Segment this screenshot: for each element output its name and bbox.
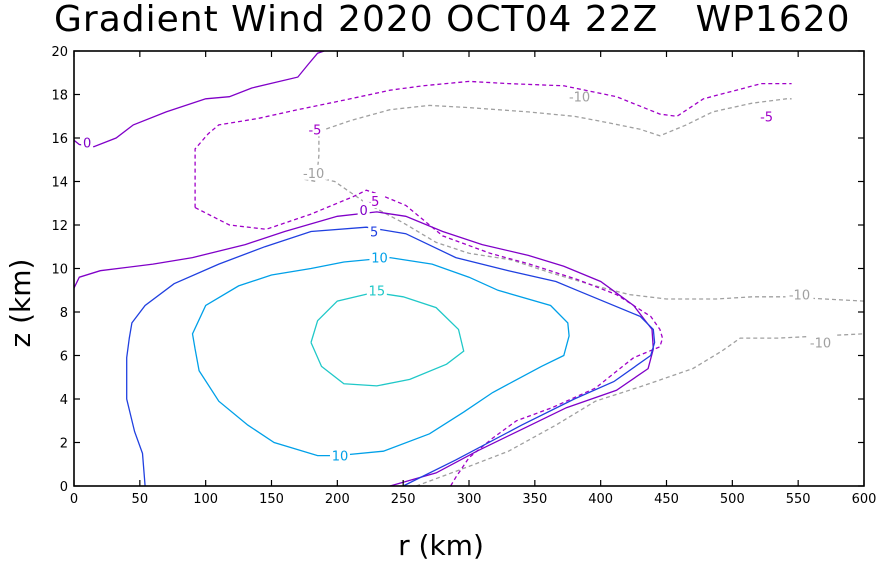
contour-label-bg <box>329 447 350 463</box>
y-tick-label: 10 <box>51 263 68 278</box>
x-tick-label: 300 <box>457 492 482 507</box>
contour-label-bg <box>565 88 594 104</box>
x-tick-label: 450 <box>654 492 679 507</box>
contour-label: 5 <box>370 226 378 241</box>
contour-label: -10 <box>569 91 590 106</box>
contour-label: -5 <box>308 123 321 138</box>
y-tick-label: 0 <box>60 480 68 495</box>
x-tick-label: 500 <box>720 492 745 507</box>
x-tick-label: 200 <box>325 492 350 507</box>
x-tick-label: 250 <box>391 492 416 507</box>
y-tick-label: 4 <box>60 393 68 408</box>
contour-line <box>194 80 792 208</box>
y-axis-label: z (km) <box>4 259 37 348</box>
y-tick-label: 8 <box>60 306 68 321</box>
contour-line <box>304 98 792 183</box>
y-tick-label: 12 <box>51 219 68 234</box>
contour-label-bg <box>299 164 328 180</box>
contour-line <box>73 211 654 487</box>
contour-label-bg <box>357 201 370 217</box>
contour-label: 10 <box>332 450 349 465</box>
y-tick-label: 6 <box>60 350 68 365</box>
y-tick-label: 18 <box>51 89 68 104</box>
contour-label-bg <box>368 223 381 239</box>
contour-level-0: 00 <box>73 50 654 487</box>
contour-line <box>126 226 656 487</box>
x-tick-label: 350 <box>522 492 547 507</box>
contour-label: 10 <box>371 252 388 267</box>
x-tick-label: 100 <box>193 492 218 507</box>
contour-label-bg <box>806 334 835 350</box>
x-tick-label: 0 <box>70 492 78 507</box>
contour-level-neg5: -5-5-5 <box>194 80 792 487</box>
contour-level-5: 5 <box>126 223 656 487</box>
x-axis-label: r (km) <box>398 529 484 561</box>
x-tick-label: 550 <box>786 492 811 507</box>
contour-line <box>73 50 325 148</box>
contour-level-10: 10 10 <box>191 249 570 465</box>
contour-line <box>191 256 570 457</box>
contour-label-bg <box>369 249 390 265</box>
contour-label: 0 <box>83 136 91 151</box>
y-tick-label: 16 <box>51 132 68 147</box>
contour-label-bg <box>756 108 777 124</box>
axis-ticks: 0 50 100 150 200 250 300 350 400 450 500 550 6000246… <box>51 45 876 507</box>
contour-line <box>310 291 465 387</box>
contour-label: -10 <box>789 289 810 304</box>
contour-label-bg <box>366 282 387 298</box>
contour-line <box>194 189 664 487</box>
y-tick-label: 20 <box>51 45 68 60</box>
x-tick-label: 400 <box>588 492 613 507</box>
y-tick-label: 14 <box>51 176 68 191</box>
contour-label: 15 <box>369 284 386 299</box>
contour-label-bg <box>304 121 325 137</box>
contour-label: -5 <box>760 110 773 125</box>
contour-level-15: 15 <box>310 282 465 387</box>
x-tick-label: 50 <box>132 492 149 507</box>
y-tick-label: 2 <box>60 437 68 452</box>
x-tick-label: 150 <box>259 492 284 507</box>
contour-line <box>416 333 865 487</box>
contour-label-bg <box>81 134 94 150</box>
plot-frame <box>73 50 865 487</box>
x-tick-label: 600 <box>852 492 877 507</box>
contour-label: -10 <box>810 336 831 351</box>
contour-label-bg <box>785 286 814 302</box>
contour-label: 0 <box>360 204 368 219</box>
chart-title: Gradient Wind 2020 OCT04 22Z WP1620 <box>54 0 851 40</box>
contour-label: -10 <box>303 167 324 182</box>
